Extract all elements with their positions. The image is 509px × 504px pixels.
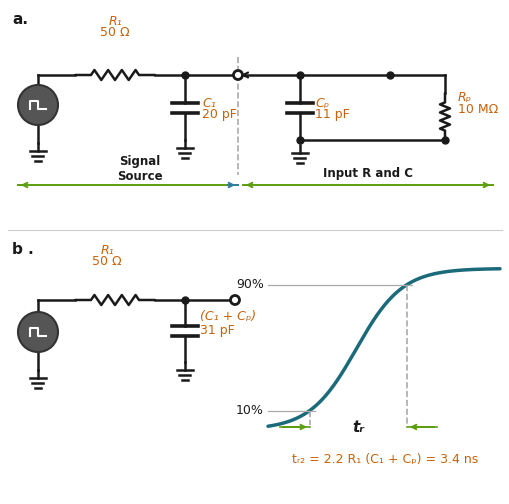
Text: 31 pF: 31 pF <box>200 324 234 337</box>
Text: Input R and C: Input R and C <box>322 167 412 180</box>
Circle shape <box>18 85 58 125</box>
Text: 11 pF: 11 pF <box>315 108 349 121</box>
Circle shape <box>18 312 58 352</box>
Text: 50 Ω: 50 Ω <box>92 255 122 268</box>
Text: tᵣ: tᵣ <box>352 419 364 434</box>
Text: R₁: R₁ <box>100 244 114 257</box>
Text: (C₁ + Cₚ): (C₁ + Cₚ) <box>200 310 256 323</box>
Text: Signal
Source: Signal Source <box>117 155 162 183</box>
Text: 10%: 10% <box>236 404 264 417</box>
Text: R₁: R₁ <box>108 15 122 28</box>
Text: 50 Ω: 50 Ω <box>100 26 130 39</box>
Text: C₁: C₁ <box>202 97 215 110</box>
Text: 90%: 90% <box>236 278 264 291</box>
Text: b .: b . <box>12 242 34 257</box>
Text: 20 pF: 20 pF <box>202 108 236 121</box>
Text: Rₚ: Rₚ <box>457 91 471 104</box>
Text: 10 MΩ: 10 MΩ <box>457 103 497 116</box>
Circle shape <box>233 71 242 80</box>
Text: tᵣ₂ = 2.2 R₁ (C₁ + Cₚ) = 3.4 ns: tᵣ₂ = 2.2 R₁ (C₁ + Cₚ) = 3.4 ns <box>291 453 477 466</box>
Circle shape <box>230 295 239 304</box>
Text: Cₚ: Cₚ <box>315 97 328 110</box>
Text: a.: a. <box>12 12 28 27</box>
